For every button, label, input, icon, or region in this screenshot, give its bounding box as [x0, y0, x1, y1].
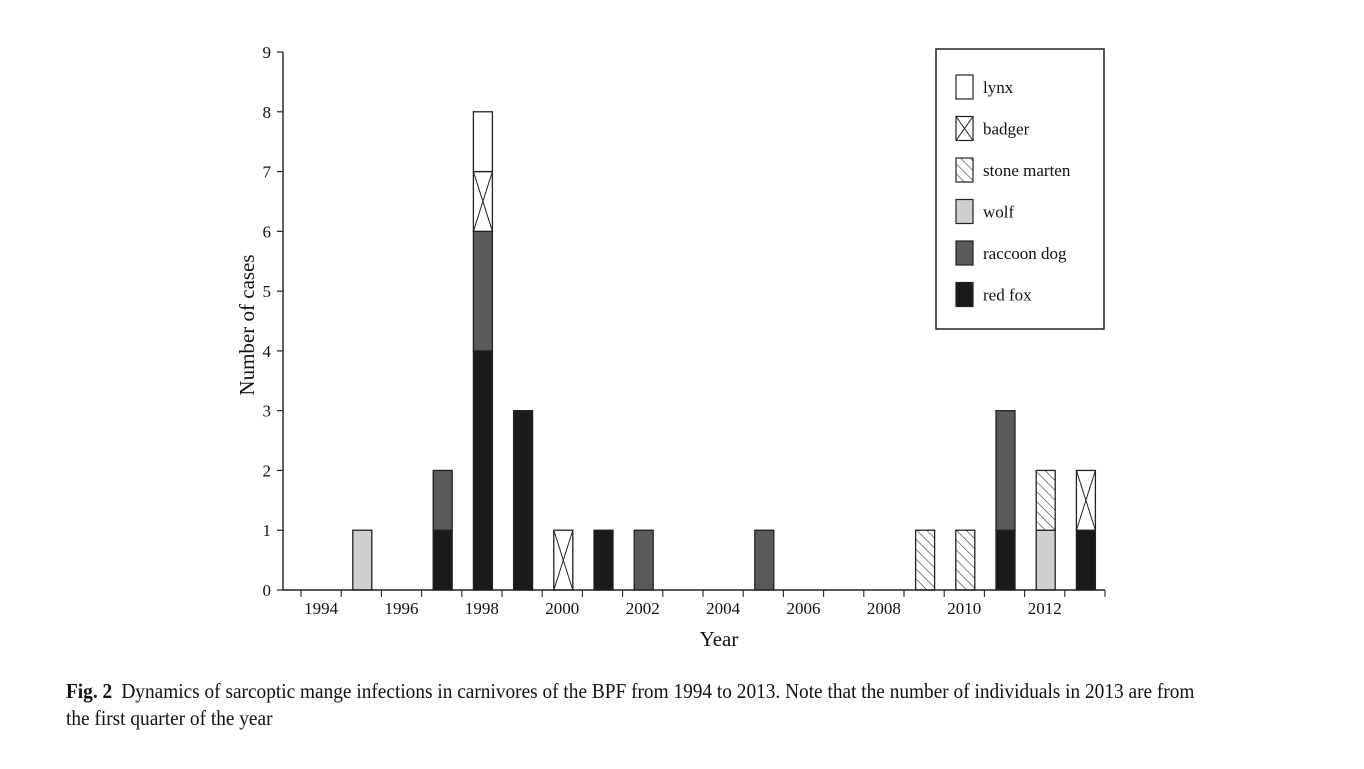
stacked-bar-chart: 0 1 2 3 4 5 6 7 8 9 1994 1996 1998 2000 2002 2004 2006 20… — [235, 43, 1106, 651]
hatch-line — [553, 530, 574, 591]
y-tick-label: 5 — [263, 282, 272, 301]
y-tick-label: 6 — [263, 222, 272, 241]
y-tick-label: 3 — [263, 402, 272, 421]
legend-swatch-red-fox — [955, 281, 974, 308]
y-tick-label: 2 — [263, 461, 272, 480]
bar-wolf-1995 — [352, 529, 373, 591]
caption-label: Fig. 2 — [66, 679, 113, 703]
bar-raccoon-dog-2011 — [995, 410, 1016, 531]
x-tick-label: 2010 — [947, 599, 981, 618]
bar-stone-marten-2012 — [1035, 469, 1056, 531]
bar-red-fox-2001 — [593, 529, 614, 591]
bar-lynx-1998 — [472, 111, 494, 173]
legend-hatch-line — [955, 116, 974, 141]
legend-swatch-raccoon-dog — [955, 240, 974, 266]
x-axis-title: Year — [700, 627, 739, 651]
x-tick-label: 1998 — [465, 599, 499, 618]
y-tick-label: 7 — [263, 163, 272, 182]
legend-swatch-wolf — [955, 198, 974, 225]
bar-red-fox-2011 — [995, 529, 1016, 591]
bar-raccoon-dog-2005 — [754, 529, 775, 591]
figure-caption: Fig. 2 Dynamics of sarcoptic mange infect… — [66, 678, 1198, 732]
bar-stone-marten-2010 — [955, 529, 976, 591]
bar-hatch-badger-2013 — [1075, 470, 1096, 531]
y-tick-label: 8 — [263, 103, 272, 122]
y-axis-title: Number of cases — [235, 254, 259, 395]
x-tick-label: 2000 — [545, 599, 579, 618]
x-tick-label: 1996 — [385, 599, 419, 618]
bar-red-fox-1998 — [472, 350, 494, 591]
y-tick-label: 9 — [263, 43, 272, 62]
x-tick-label: 2008 — [867, 599, 901, 618]
bar-hatch-badger-2000 — [553, 530, 574, 591]
y-tick-label: 1 — [263, 521, 272, 540]
legend-swatch-lynx — [955, 74, 974, 100]
legend-label-red-fox: red fox — [983, 286, 1032, 305]
x-tick-label: 2004 — [706, 599, 741, 618]
hatch-line — [472, 171, 493, 232]
bar-raccoon-dog-2002 — [633, 529, 654, 591]
x-tick-label: 2002 — [626, 599, 660, 618]
legend-label-stone-marten: stone marten — [983, 161, 1071, 180]
bar-stone-marten-2009 — [914, 529, 936, 591]
legend-label-badger: badger — [983, 120, 1030, 139]
bar-red-fox-2013 — [1075, 529, 1097, 591]
legend-label-lynx: lynx — [983, 78, 1014, 97]
legend-label-raccoon-dog: raccoon dog — [983, 244, 1067, 263]
legend-label-wolf: wolf — [983, 203, 1015, 222]
hatch-line — [1075, 470, 1096, 531]
bar-raccoon-dog-1997 — [432, 469, 453, 531]
bar-wolf-2012 — [1035, 529, 1056, 591]
caption-text: Dynamics of sarcoptic mange infections i… — [66, 679, 1195, 730]
x-tick-label: 1994 — [304, 599, 339, 618]
x-tick-label: 2012 — [1028, 599, 1062, 618]
plot-area — [352, 111, 1097, 591]
axes: 0 1 2 3 4 5 6 7 8 9 1994 1996 1998 2000 2002 2004 2006 20… — [235, 43, 1106, 651]
bar-red-fox-1997 — [432, 529, 453, 591]
x-tick-label: 2006 — [787, 599, 821, 618]
bar-hatch-badger-1998 — [472, 171, 493, 232]
bar-red-fox-1999 — [512, 410, 534, 591]
bar-raccoon-dog-1998 — [472, 230, 494, 352]
legend: lynx badger stone marten wolf raccoon dog red… — [935, 48, 1105, 330]
y-tick-label: 0 — [263, 581, 272, 600]
legend-swatch-stone-marten — [955, 157, 974, 183]
y-tick-label: 4 — [263, 342, 272, 361]
